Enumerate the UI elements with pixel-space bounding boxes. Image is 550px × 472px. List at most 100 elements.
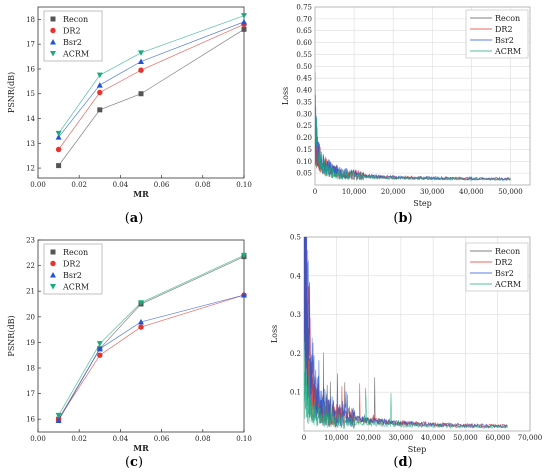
y-tick-label: 0.40: [296, 87, 312, 95]
legend-label-recon: Recon: [63, 15, 88, 24]
y-tick-label: 12: [26, 165, 35, 173]
data-point-recon: [241, 26, 247, 32]
x-tick-label: 0.00: [30, 435, 46, 443]
data-point-acrm: [138, 50, 144, 56]
y-tick-label: 0.55: [296, 51, 312, 59]
x-axis-label: MR: [133, 189, 149, 199]
data-point-dr2: [97, 89, 103, 96]
legend-marker-dr2: [50, 27, 56, 34]
x-tick-label: 10,000: [324, 434, 349, 442]
y-tick-label: 17: [26, 41, 35, 49]
legend-marker-bsr2: [50, 39, 56, 45]
x-tick-label: 0.00: [30, 181, 46, 189]
series-line-acrm: [58, 255, 245, 416]
legend-marker-recon: [50, 16, 56, 22]
data-point-acrm: [96, 341, 103, 347]
y-tick-label: 0.4: [290, 272, 302, 280]
series-line-bsr2: [58, 294, 245, 421]
x-tick-label: 0.10: [236, 181, 252, 189]
data-point-acrm: [241, 13, 247, 19]
y-tick-label: 18: [26, 365, 35, 373]
data-point-dr2: [55, 146, 62, 153]
data-point-bsr2: [241, 292, 247, 298]
y-tick-label: 17: [26, 390, 35, 398]
plot-frame: [37, 6, 245, 179]
y-tick-label: 0.65: [296, 27, 312, 35]
panel-caption: (c): [125, 455, 143, 470]
x-tick-label: 20,000: [381, 188, 406, 196]
legend-marker-recon: [50, 249, 56, 255]
y-tick-label: 14: [26, 115, 35, 123]
y-tick-label: 0.30: [296, 110, 312, 118]
legend: Recon DR2 Bsr2 ACRM: [465, 9, 529, 59]
y-axis-label: PSNR(dB): [7, 315, 16, 356]
y-tick-label: 0.3: [290, 311, 301, 319]
x-axis-label: Step: [408, 445, 427, 454]
data-point-acrm: [138, 300, 144, 306]
y-tick-label: 0.60: [296, 39, 312, 47]
x-tick-label: 30,000: [420, 188, 445, 196]
x-tick-label: 0.08: [195, 181, 211, 189]
y-axis-label: Loss: [281, 87, 290, 105]
y-tick-label: 0.20: [296, 134, 312, 142]
x-tick-label: 50,000: [453, 434, 478, 442]
y-tick-label: 16: [26, 65, 35, 73]
panel-caption: (d): [393, 455, 412, 470]
chart-panel-b: 0 10,000 20,000 30,000 40,000 50,000 0.05 0.10 0…: [281, 4, 531, 226]
x-axis-label: Step: [413, 199, 432, 208]
data-point-acrm: [241, 252, 247, 259]
x-tick-label: 40,000: [459, 188, 484, 196]
legend-label-dr2: DR2: [63, 27, 81, 36]
panel-caption: (a): [125, 211, 144, 226]
y-tick-label: 0.15: [296, 146, 312, 154]
legend-label-bsr2: Bsr2: [63, 38, 82, 47]
x-tick-label: 0.08: [195, 435, 211, 443]
data-point-bsr2: [55, 134, 62, 140]
y-tick-label: 0.5: [290, 234, 301, 242]
series-line-acrm: [315, 72, 511, 182]
legend-marker-acrm: [50, 51, 56, 57]
x-tick-label: 60,000: [485, 434, 510, 442]
series-line-dr2: [58, 24, 245, 150]
x-tick-label: 0.02: [71, 435, 87, 443]
legend-marker-acrm: [50, 284, 56, 290]
y-tick-label: 0.45: [296, 75, 312, 83]
series-line-dr2: [58, 294, 245, 420]
y-tick-label: 19: [26, 339, 35, 347]
data-point-recon: [138, 91, 144, 97]
y-tick-label: 20: [26, 313, 35, 321]
legend-label-bsr2: Bsr2: [495, 36, 514, 45]
x-tick-label: 20,000: [356, 434, 381, 442]
y-tick-label: 16: [26, 416, 35, 424]
data-point-bsr2: [96, 345, 103, 352]
y-tick-label: 0.2: [290, 350, 301, 358]
data-point-dr2: [97, 352, 103, 358]
data-point-acrm: [96, 72, 103, 79]
y-tick-label: 13: [26, 140, 35, 148]
y-tick-label: 0.05: [296, 170, 312, 178]
x-tick-label: 0.10: [236, 435, 252, 443]
y-tick-label: 0.25: [296, 122, 312, 130]
series-line-bsr2: [58, 21, 245, 138]
legend-label-recon: Recon: [63, 248, 88, 257]
legend-label-dr2: DR2: [495, 258, 513, 267]
chart-panel-d: 0 10,000 20,000 30,000 40,000 50,000 60,000 70,…: [270, 234, 542, 471]
y-axis-label: PSNR(dB): [7, 72, 16, 113]
legend: Recon DR2 Bsr2 ACRM: [43, 10, 103, 62]
legend-label-recon: Recon: [495, 14, 520, 23]
panel-caption: (b): [393, 211, 412, 226]
legend-label-bsr2: Bsr2: [495, 269, 514, 278]
x-tick-label: 0.04: [113, 435, 129, 443]
legend-label-acrm: ACRM: [62, 50, 89, 59]
y-axis-label: Loss: [270, 325, 279, 343]
x-tick-label: 0: [313, 188, 317, 196]
legend-label-dr2: DR2: [495, 25, 513, 34]
x-tick-label: 0.02: [71, 181, 87, 189]
y-tick-label: 0.50: [296, 63, 312, 71]
legend-marker-dr2: [50, 260, 56, 267]
legend-label-acrm: ACRM: [494, 47, 521, 56]
x-tick-label: 0.06: [154, 181, 170, 189]
y-tick-label: 21: [26, 288, 35, 296]
chart-panel-a: 0.00 0.02 0.04 0.06 0.08 0.10 12 13 14 15 16 17 18 MR…: [7, 6, 252, 226]
